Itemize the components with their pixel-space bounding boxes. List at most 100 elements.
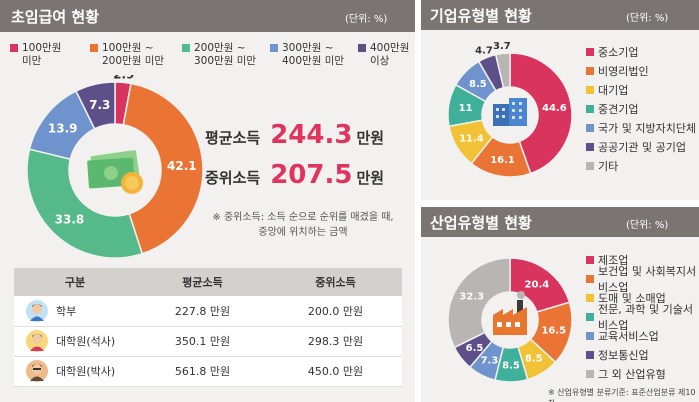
donut-value-label: 33.8: [55, 212, 85, 226]
table-row: 학부 227.8 만원 200.0 만원: [14, 296, 402, 327]
median-income-unit: 만원: [356, 169, 385, 187]
salary-legend: 100만원 미만 100만원 ~200만원 미만 200만원 ~300만원 미만 …: [10, 42, 418, 68]
legend-item-200-300: 200만원 ~300만원 미만: [182, 42, 270, 68]
donut-value-label: 11: [459, 103, 473, 114]
legend-item-over-400: 400만원 이상: [358, 42, 418, 68]
donut-value-label: 8.5: [525, 354, 543, 365]
table-cell-avg: 227.8 만원: [136, 296, 269, 327]
legend-swatch: [586, 369, 594, 378]
legend-swatch: [586, 123, 594, 132]
donut-value-label: 4.7: [475, 45, 493, 56]
legend-label: 보건업 및 사회복지서비스업: [598, 264, 697, 294]
legend-label: 미만: [22, 55, 42, 67]
donut-value-label: 6.5: [466, 343, 484, 354]
legend-label: 정보통신업: [598, 348, 649, 362]
legend-item: 정보통신업: [586, 345, 699, 364]
industry-title: 산업유형별 현황: [430, 214, 532, 232]
table-cell-degree: 대학원(박사): [14, 356, 136, 387]
legend-swatch: [586, 312, 594, 321]
building-icon: [493, 98, 527, 126]
legend-label: 200만원 ~: [194, 42, 246, 54]
table-cell-median: 298.3 만원: [269, 326, 402, 357]
industry-header-bar: [421, 207, 699, 237]
legend-swatch: [90, 44, 98, 52]
company-unit: (단위: %): [626, 13, 669, 24]
legend-item: 그 외 산업유형: [586, 364, 699, 383]
table-row: 대학원(석사) 350.1 만원 298.3 만원: [14, 326, 402, 357]
salary-panel: 초임급여 현황 (단위: %) 100만원 미만 100만원 ~200만원 미만 …: [0, 0, 415, 402]
legend-swatch: [586, 66, 594, 75]
legend-label: 100만원: [22, 42, 62, 54]
degree-label: 대학원(박사): [56, 365, 116, 378]
legend-item: 교육서비스업: [586, 326, 699, 345]
table-cell-degree: 학부: [14, 296, 136, 327]
legend-swatch: [586, 255, 594, 264]
legend-label: 중소기업: [598, 45, 639, 59]
table-header: 중위소득: [269, 268, 402, 296]
donut-value-label: 32.3: [459, 292, 484, 303]
legend-label: 제조업: [598, 253, 629, 267]
table-header: 평균소득: [136, 268, 269, 296]
donut-value-label: 2.9: [113, 75, 134, 82]
table-cell-avg: 350.1 만원: [136, 326, 269, 357]
median-note-line: 중앙에 위치하는 금액: [258, 227, 348, 238]
legend-item-100-200: 100만원 ~200만원 미만: [90, 42, 182, 68]
legend-label: 400만원 미만: [282, 55, 345, 67]
factory-icon: [493, 291, 527, 335]
income-table: 구분 평균소득 중위소득 학부 227.8 만원 200.0 만원: [14, 268, 402, 387]
legend-item: 중소기업: [586, 42, 696, 61]
legend-swatch: [182, 44, 190, 52]
industry-legend: 제조업 보건업 및 사회복지서비스업 도매 및 소매업 전문, 과학 및 기술서비스업…: [586, 250, 699, 383]
legend-label: 그 외 산업유형: [598, 367, 666, 381]
legend-label: 공공기관 및 공기업: [598, 140, 686, 154]
legend-label: 100만원 ~: [102, 42, 154, 54]
undergraduate-avatar-icon: [26, 299, 48, 322]
industry-footnote: ※ 산업유형별 분류기준: 표준산업분류 제10차: [548, 388, 696, 402]
legend-label: 기타: [598, 159, 619, 173]
legend-label: 중견기업: [598, 102, 639, 116]
donut-slice: [494, 52, 511, 89]
legend-item: 대기업: [586, 80, 696, 99]
table-cell-avg: 561.8 만원: [136, 356, 269, 387]
legend-item: 제조업: [586, 250, 699, 269]
avg-income-stat: 평균소득 244.3 만원: [205, 120, 384, 150]
legend-swatch: [358, 44, 366, 52]
table-row: 대학원(박사) 561.8 만원 450.0 만원: [14, 356, 402, 387]
legend-swatch: [586, 104, 594, 113]
donut-value-label: 16.5: [541, 326, 566, 337]
donut-value-label: 8.5: [502, 360, 520, 371]
salary-unit: (단위: %): [345, 14, 388, 25]
legend-swatch: [586, 161, 594, 170]
legend-item: 보건업 및 사회복지서비스업: [586, 265, 699, 294]
donut-value-label: 8.5: [469, 79, 487, 90]
table-cell-median: 200.0 만원: [269, 296, 402, 327]
legend-label: 도매 및 소매업: [598, 291, 666, 305]
salary-title: 초임급여 현황: [11, 8, 100, 26]
donut-slice: [26, 148, 144, 259]
legend-label: 200만원 미만: [102, 55, 165, 67]
table-header: 구분: [14, 268, 136, 296]
donut-value-label: 7.3: [481, 356, 499, 367]
company-header-bar: [421, 0, 699, 30]
salary-header-bar: [0, 0, 415, 32]
legend-label: 대기업: [598, 83, 629, 97]
legend-label: 전문, 과학 및 기술서비스업: [598, 302, 693, 332]
donut-slice: [447, 257, 511, 349]
donut-slice: [122, 82, 204, 255]
money-icon: [87, 150, 143, 194]
legend-item: 공공기관 및 공기업: [586, 137, 696, 156]
avg-income-label: 평균소득: [205, 129, 261, 147]
legend-swatch: [586, 293, 594, 302]
donut-value-label: 13.9: [48, 121, 78, 135]
donut-value-label: 20.4: [525, 279, 550, 290]
company-legend: 중소기업 비영리법인 대기업 중견기업 국가 및 지방자치단체 공공기관 및 공기업 기타: [586, 42, 696, 175]
donut-slice: [509, 52, 573, 175]
legend-swatch: [586, 274, 594, 283]
legend-label: 300만원 미만: [194, 55, 257, 67]
legend-swatch: [586, 142, 594, 151]
doctoral-avatar-icon: [26, 360, 48, 382]
donut-slice: [75, 81, 116, 130]
median-income-stat: 중위소득 207.5 만원: [205, 160, 384, 190]
legend-item: 국가 및 지방자치단체: [586, 118, 696, 137]
industry-donut-chart: 20.416.58.58.57.36.532.3: [447, 257, 573, 383]
